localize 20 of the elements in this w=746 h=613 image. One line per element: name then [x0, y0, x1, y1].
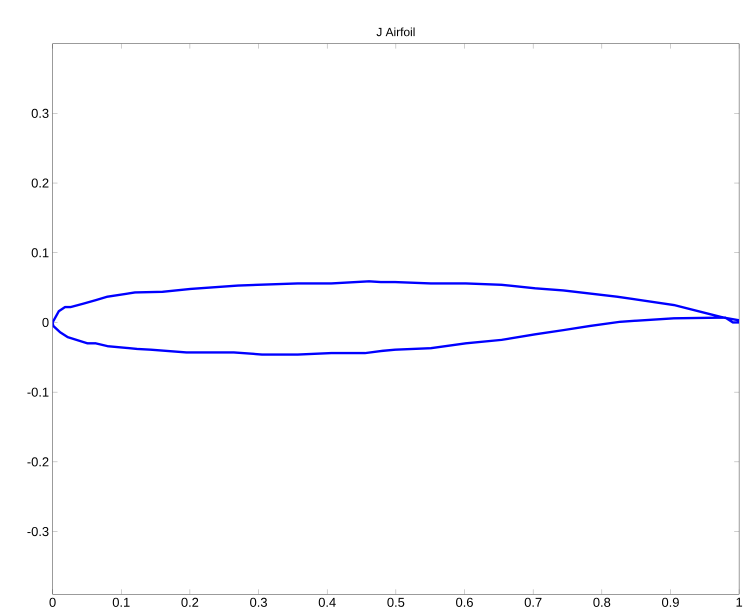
y-tick-label: -0.1 — [27, 388, 48, 397]
x-tick-label: 0.9 — [662, 598, 679, 607]
x-tick-label: 0.5 — [387, 598, 404, 607]
x-tick-label: 0.4 — [318, 598, 336, 607]
chart-title: J Airfoil — [376, 27, 415, 36]
y-tick-label: -0.3 — [27, 526, 49, 536]
line-series — [52, 280, 740, 356]
x-tick-label: 1 — [736, 598, 742, 607]
x-tick-label: 0.8 — [593, 598, 610, 607]
y-tick-label: 0.2 — [32, 178, 48, 188]
x-tick-label: 0.1 — [112, 598, 130, 607]
x-tick-label: 0 — [50, 598, 56, 607]
x-tick-label: 0.3 — [250, 598, 267, 607]
y-tick-label: 0 — [42, 318, 49, 327]
y-tick-label: 0.1 — [32, 248, 48, 258]
y-tick-label: -0.2 — [27, 457, 48, 466]
x-tick-label: 0.7 — [524, 598, 542, 607]
x-tick-label: 0.6 — [456, 598, 473, 607]
y-tick-label: 0.3 — [32, 108, 49, 118]
x-tick-label: 0.2 — [181, 598, 198, 607]
